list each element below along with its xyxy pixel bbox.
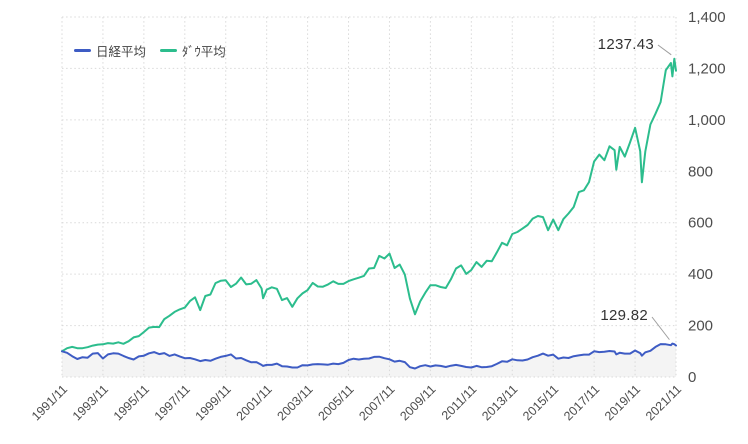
- x-tick-label: 2015/11: [520, 382, 561, 423]
- x-tick-label: 1995/11: [111, 382, 152, 423]
- y-tick-label: 1,200: [688, 60, 726, 77]
- nikkei-area: [62, 343, 676, 377]
- y-tick-label: 600: [688, 215, 713, 232]
- annotation-dow-peak: 1237.43: [597, 36, 654, 53]
- nikkei-line-swatch: [74, 49, 91, 52]
- x-tick-label: 2005/11: [315, 382, 356, 423]
- x-tick-label: 2009/11: [397, 382, 438, 423]
- dow-line: [61, 57, 677, 353]
- callout-line: [657, 44, 672, 56]
- legend-label-dow: ﾀﾞｳ平均: [182, 45, 226, 59]
- x-tick-label: 1993/11: [70, 382, 111, 423]
- y-tick-label: 200: [688, 318, 713, 335]
- dow-line-swatch: [160, 49, 178, 52]
- x-tick-label: 1997/11: [152, 382, 193, 423]
- legend: 日経平均 ﾀﾞｳ平均: [74, 41, 226, 60]
- nikkei-line: [61, 342, 677, 370]
- y-tick-label: 1,000: [688, 112, 726, 129]
- y-tick-label: 400: [688, 266, 713, 283]
- x-tick-label: 2021/11: [643, 382, 684, 423]
- annotation-nikkei-peak: 129.82: [600, 307, 648, 324]
- x-tick-label: 1991/11: [29, 382, 70, 423]
- y-tick-label: 800: [688, 163, 713, 180]
- x-tick-label: 2019/11: [602, 382, 643, 423]
- x-tick-label: 2007/11: [356, 382, 397, 423]
- legend-item-nikkei: 日経平均: [74, 41, 146, 60]
- x-tick-label: 2011/11: [439, 382, 480, 423]
- x-tick-label: 2003/11: [275, 382, 316, 423]
- callout-line: [651, 316, 670, 340]
- legend-label-nikkei: 日経平均: [96, 45, 147, 59]
- legend-item-dow: ﾀﾞｳ平均: [160, 41, 226, 60]
- y-tick-label: 0: [688, 369, 696, 386]
- x-tick-label: 1999/11: [193, 382, 234, 423]
- x-tick-label: 2013/11: [479, 382, 520, 423]
- x-tick-label: 2017/11: [561, 382, 602, 423]
- y-tick-label: 1,400: [688, 9, 726, 26]
- x-tick-label: 2001/11: [234, 382, 275, 423]
